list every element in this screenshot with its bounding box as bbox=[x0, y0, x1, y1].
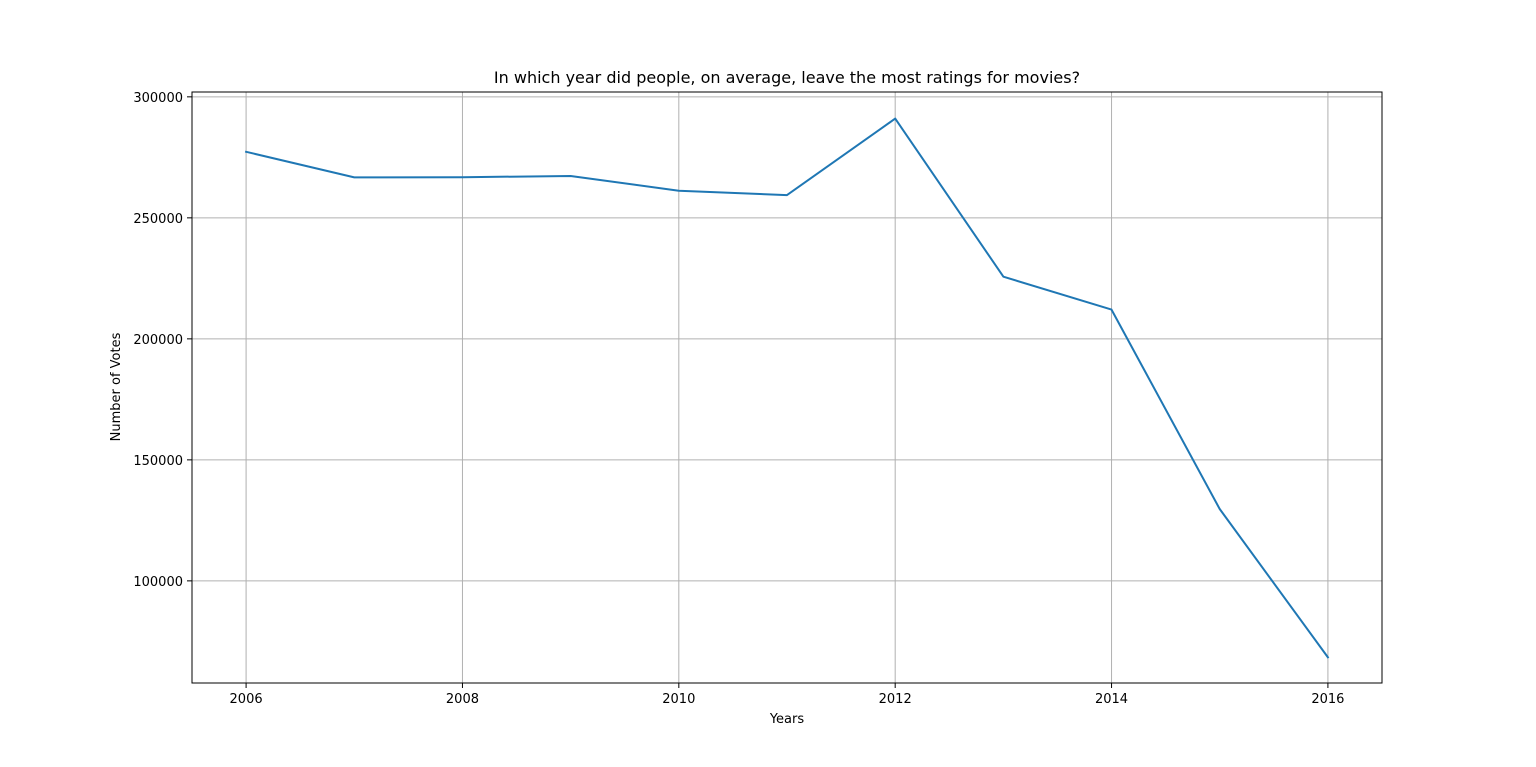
x-tick-label: 2006 bbox=[230, 692, 263, 707]
ticks: 2006 2008 2010 2012 2014 2016 100000 150000 2000… bbox=[133, 91, 1344, 707]
x-tick-label: 2008 bbox=[446, 692, 479, 707]
y-tick-label: 200000 bbox=[133, 333, 183, 348]
x-tick-label: 2014 bbox=[1095, 692, 1128, 707]
y-tick-label: 150000 bbox=[133, 454, 183, 469]
chart-title: In which year did people, on average, le… bbox=[494, 68, 1080, 87]
series-layer bbox=[244, 117, 1330, 659]
y-tick-label: 300000 bbox=[133, 91, 183, 106]
x-tick-label: 2010 bbox=[662, 692, 695, 707]
x-axis-title: Years bbox=[769, 712, 805, 727]
plot-area-frame bbox=[191, 91, 1383, 684]
x-tick-label: 2012 bbox=[879, 692, 912, 707]
y-axis-title: Number of Votes bbox=[109, 332, 124, 441]
y-tick-label: 250000 bbox=[133, 212, 183, 227]
series-line bbox=[244, 117, 1330, 659]
x-tick-label: 2016 bbox=[1311, 692, 1344, 707]
y-tick-label: 100000 bbox=[133, 575, 183, 590]
